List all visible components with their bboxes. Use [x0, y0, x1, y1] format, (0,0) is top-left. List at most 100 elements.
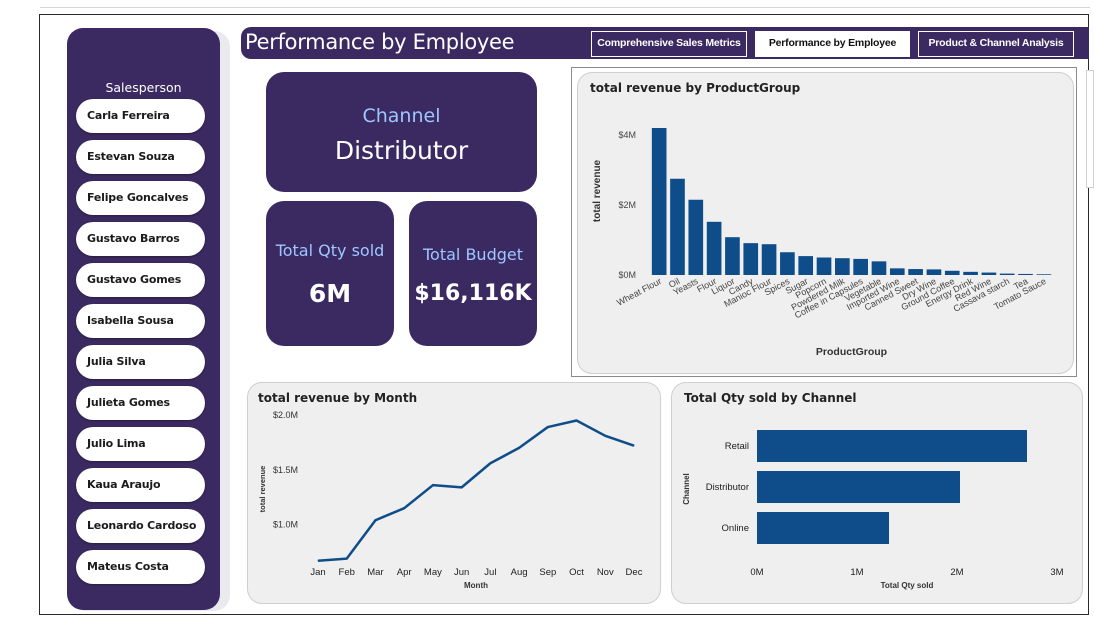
- qty-label: Total Qty sold: [275, 241, 385, 260]
- salesperson-item[interactable]: Kaua Araujo: [76, 468, 205, 502]
- side-panel-fragment: [1086, 70, 1094, 188]
- salesperson-item[interactable]: Gustavo Gomes: [76, 263, 205, 297]
- chart-title: total revenue by ProductGroup: [590, 81, 801, 95]
- bar: [944, 270, 960, 275]
- salesperson-item[interactable]: Felipe Goncalves: [76, 181, 205, 215]
- page-header: Performance by Employee Comprehensive Sa…: [241, 27, 1089, 59]
- x-tick-label: Oct: [569, 567, 584, 578]
- data-point: [374, 519, 376, 521]
- channel-label: Channel: [362, 105, 441, 127]
- x-axis-title: Total Qty sold: [881, 581, 934, 590]
- data-point: [489, 462, 491, 464]
- salesperson-item[interactable]: Isabella Sousa: [76, 304, 205, 338]
- y-tick-label: Online: [722, 523, 749, 534]
- x-tick-label: Apr: [397, 567, 412, 578]
- x-tick-label: 1M: [850, 567, 863, 578]
- bar: [798, 256, 814, 275]
- y-tick-label: $2.0M: [273, 410, 298, 420]
- nav-performance-by-employee[interactable]: Performance by Employee: [755, 31, 910, 57]
- bar: [1018, 273, 1033, 275]
- salesperson-item[interactable]: Carla Ferreira: [76, 99, 205, 133]
- visual-selection-border: [571, 67, 1077, 377]
- channel-card: Channel Distributor: [266, 72, 537, 192]
- y-tick-label: $2M: [618, 200, 636, 210]
- bar: [889, 268, 905, 275]
- bar: [757, 430, 1027, 462]
- x-tick-label: Oil: [667, 276, 681, 290]
- budget-label: Total Budget: [423, 245, 523, 264]
- data-point: [633, 445, 635, 447]
- x-tick-label: Jun: [454, 567, 469, 578]
- x-tick-label: Mar: [367, 567, 383, 578]
- salesperson-item[interactable]: Mateus Costa: [76, 550, 205, 584]
- x-tick-label: Jan: [310, 567, 325, 578]
- bar: [816, 257, 832, 275]
- x-tick-label: Jul: [484, 567, 496, 578]
- qty-card: Total Qty sold 6M: [266, 201, 394, 346]
- salesperson-item[interactable]: Julia Silva: [76, 345, 205, 379]
- x-tick-label: Nov: [597, 567, 614, 578]
- chart-qty-by-channel[interactable]: Total Qty sold by Channel Retail Distribu…: [672, 383, 1082, 603]
- channel-bar-chart: Retail Distributor Online 0M 1M 2M 3M Total Qty…: [682, 430, 1064, 590]
- top-divider: [40, 7, 1090, 8]
- bar: [780, 252, 795, 275]
- bar: [757, 471, 960, 503]
- y-tick-label: $4M: [618, 130, 636, 140]
- data-point: [403, 507, 405, 509]
- bar: [999, 273, 1015, 275]
- x-tick-label: May: [424, 567, 442, 578]
- x-axis-title: ProductGroup: [816, 346, 887, 358]
- y-tick-label: $1.5M: [273, 465, 298, 475]
- nav-comprehensive-sales-metrics[interactable]: Comprehensive Sales Metrics: [591, 31, 747, 57]
- salesperson-item[interactable]: Leonardo Cardoso: [76, 509, 205, 543]
- x-tick-label: 2M: [950, 567, 963, 578]
- x-tick-label: Dec: [626, 567, 643, 578]
- y-axis-title: total revenue: [258, 466, 267, 513]
- x-tick-label: 3M: [1050, 567, 1063, 578]
- y-tick-label: $1.0M: [273, 520, 298, 530]
- data-point: [317, 560, 319, 562]
- chart-revenue-by-productgroup[interactable]: total revenue by ProductGroup $0M $2M $4M W…: [578, 73, 1073, 373]
- data-point: [461, 486, 463, 488]
- bar: [871, 261, 887, 275]
- y-tick-label: Retail: [725, 441, 749, 452]
- bar: [835, 258, 850, 275]
- bar: [908, 269, 923, 275]
- bar: [688, 199, 704, 275]
- bar: [926, 269, 942, 275]
- data-point: [604, 435, 606, 437]
- bar: [963, 271, 978, 275]
- data-point: [576, 419, 578, 421]
- bar: [981, 272, 997, 275]
- channel-value: Distributor: [334, 136, 469, 165]
- bar: [725, 237, 740, 275]
- qty-value: 6M: [308, 279, 352, 308]
- y-axis-title: total revenue: [592, 159, 603, 222]
- salesperson-slicer: Salesperson Carla Ferreira Estevan Souza…: [67, 28, 220, 610]
- salesperson-item[interactable]: Estevan Souza: [76, 140, 205, 174]
- chart-revenue-by-month[interactable]: total revenue by Month $1.0M $1.5M $2.0M Ja…: [248, 383, 660, 603]
- bar: [761, 244, 777, 275]
- salesperson-item[interactable]: Gustavo Barros: [76, 222, 205, 256]
- x-tick-label: Sep: [539, 567, 556, 578]
- x-tick-label: 0M: [750, 567, 763, 578]
- y-axis-title: Channel: [682, 473, 691, 505]
- salesperson-item[interactable]: Julieta Gomes: [76, 386, 205, 420]
- x-tick-label: Feb: [339, 567, 355, 578]
- data-point: [518, 447, 520, 449]
- bar: [757, 512, 889, 544]
- page-title: Performance by Employee: [245, 30, 515, 54]
- data-point: [346, 558, 348, 560]
- chart-title: total revenue by Month: [258, 391, 418, 405]
- x-axis-title: Month: [464, 581, 488, 590]
- nav-product-channel-analysis[interactable]: Product & Channel Analysis: [918, 31, 1074, 57]
- salesperson-item[interactable]: Julio Lima: [76, 427, 205, 461]
- data-point: [547, 426, 549, 428]
- y-tick-label: $0M: [618, 270, 636, 280]
- bar: [853, 258, 868, 275]
- chart-title: Total Qty sold by Channel: [684, 391, 857, 405]
- data-point: [432, 484, 434, 486]
- bar: [743, 243, 759, 275]
- x-tick-label: Aug: [511, 567, 528, 578]
